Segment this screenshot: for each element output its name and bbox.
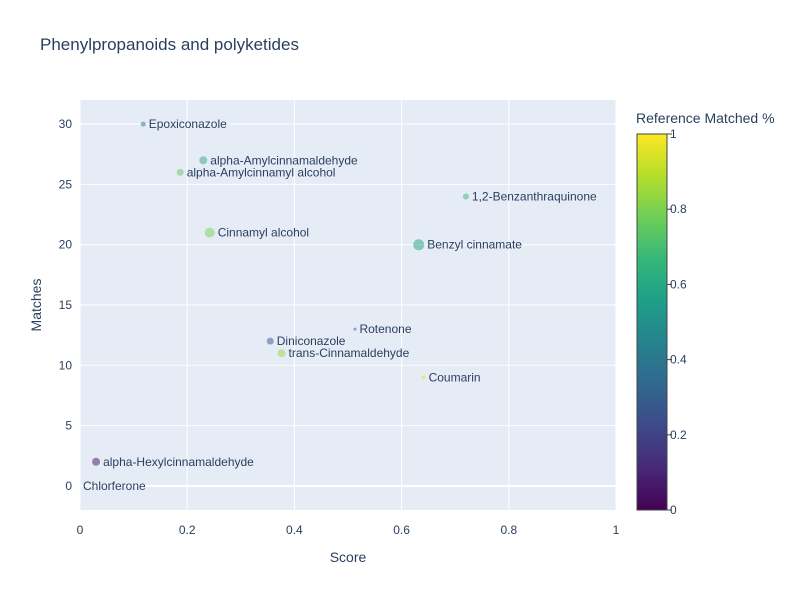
data-point[interactable] (92, 457, 101, 466)
data-point[interactable] (353, 327, 357, 331)
point-label: Cinnamyl alcohol (218, 226, 309, 240)
y-tick-labels: 0 5 10 15 20 25 30 (59, 117, 73, 493)
x-tick-labels: 0 0.2 0.4 0.6 0.8 1 (77, 523, 620, 537)
y-tick-label: 20 (59, 238, 73, 252)
point-label: alpha-Hexylcinnamaldehyde (103, 455, 254, 469)
data-point[interactable] (277, 349, 286, 358)
x-tick-label: 0.8 (500, 523, 517, 537)
point-label: alpha-Amylcinnamyl alcohol (187, 165, 336, 179)
point-label: Diniconazole (277, 334, 346, 348)
point-labels: Epoxiconazolealpha-Amylcinnamaldehydealp… (83, 117, 597, 493)
data-point[interactable] (462, 193, 469, 200)
colorbar-tick-labels: 0 0.2 0.4 0.6 0.8 1 (667, 127, 687, 517)
y-axis-title: Matches (28, 279, 44, 332)
grid (79, 100, 617, 510)
data-point[interactable] (204, 227, 215, 238)
point-label: 1,2-Benzanthraquinone (472, 189, 597, 203)
point-label: Benzyl cinnamate (427, 238, 522, 252)
colorbar-tick-label: 0.8 (670, 202, 687, 216)
chart-title: Phenylpropanoids and polyketides (40, 35, 299, 54)
colorbar-tick-label: 0.2 (670, 428, 687, 442)
y-tick-label: 5 (65, 419, 72, 433)
data-points (92, 121, 469, 466)
point-label: Rotenone (359, 322, 411, 336)
point-label: alpha-Amylcinnamaldehyde (210, 153, 358, 167)
x-axis-title: Score (330, 549, 367, 565)
x-tick-label: 0 (77, 523, 84, 537)
data-point[interactable] (140, 121, 146, 127)
x-tick-label: 0.4 (286, 523, 303, 537)
y-tick-label: 30 (59, 117, 73, 131)
x-tick-label: 0.2 (179, 523, 196, 537)
y-tick-label: 15 (59, 298, 73, 312)
colorbar-tick-label: 0 (670, 503, 677, 517)
point-label: Epoxiconazole (149, 117, 227, 131)
point-label: Coumarin (429, 370, 481, 384)
x-tick-label: 0.6 (393, 523, 410, 537)
data-point[interactable] (266, 337, 274, 345)
point-label: trans-Cinnamaldehyde (289, 346, 410, 360)
data-point[interactable] (421, 375, 426, 380)
y-tick-label: 10 (59, 358, 73, 372)
colorbar-tick-label: 0.4 (670, 353, 687, 367)
point-label: Chlorferone (83, 479, 146, 493)
x-tick-label: 1 (613, 523, 620, 537)
data-point[interactable] (413, 239, 425, 251)
colorbar-tick-label: 0.6 (670, 277, 687, 291)
colorbar-title: Reference Matched % (636, 110, 775, 126)
y-tick-label: 25 (59, 177, 73, 191)
colorbar (636, 133, 668, 511)
y-tick-label: 0 (65, 479, 72, 493)
colorbar-tick-label: 1 (670, 127, 677, 141)
data-point[interactable] (176, 168, 184, 176)
data-point[interactable] (199, 156, 208, 165)
